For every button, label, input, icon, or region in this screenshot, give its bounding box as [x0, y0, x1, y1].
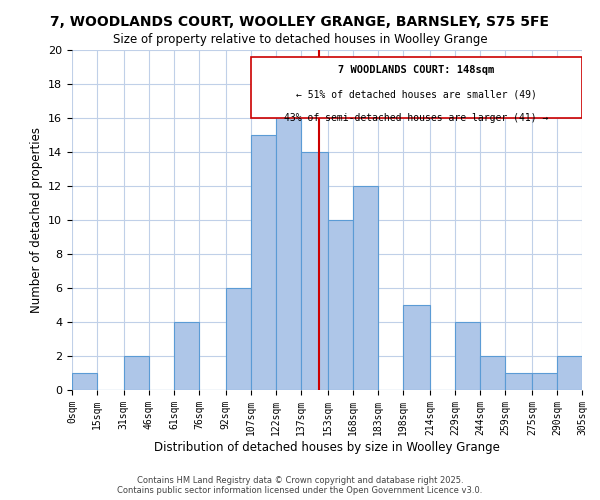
Bar — [251, 135, 276, 390]
Bar — [226, 288, 251, 390]
Bar — [403, 305, 430, 390]
Text: 43% of semi-detached houses are larger (41) →: 43% of semi-detached houses are larger (… — [284, 113, 548, 123]
Text: 7 WOODLANDS COURT: 148sqm: 7 WOODLANDS COURT: 148sqm — [338, 66, 494, 76]
Bar — [328, 220, 353, 390]
Bar — [174, 322, 199, 390]
Text: Contains HM Land Registry data © Crown copyright and database right 2025.
Contai: Contains HM Land Registry data © Crown c… — [118, 476, 482, 495]
Bar — [505, 373, 532, 390]
FancyBboxPatch shape — [251, 57, 582, 118]
Text: 7, WOODLANDS COURT, WOOLLEY GRANGE, BARNSLEY, S75 5FE: 7, WOODLANDS COURT, WOOLLEY GRANGE, BARN… — [50, 15, 550, 29]
Text: ← 51% of detached houses are smaller (49): ← 51% of detached houses are smaller (49… — [296, 89, 537, 99]
Y-axis label: Number of detached properties: Number of detached properties — [29, 127, 43, 313]
Bar — [276, 101, 301, 390]
Bar — [455, 322, 480, 390]
Bar — [72, 373, 97, 390]
X-axis label: Distribution of detached houses by size in Woolley Grange: Distribution of detached houses by size … — [154, 440, 500, 454]
Text: Size of property relative to detached houses in Woolley Grange: Size of property relative to detached ho… — [113, 32, 487, 46]
Bar — [124, 356, 149, 390]
Bar — [480, 356, 505, 390]
Bar — [557, 356, 582, 390]
Bar — [532, 373, 557, 390]
Bar — [301, 152, 328, 390]
Bar — [353, 186, 378, 390]
